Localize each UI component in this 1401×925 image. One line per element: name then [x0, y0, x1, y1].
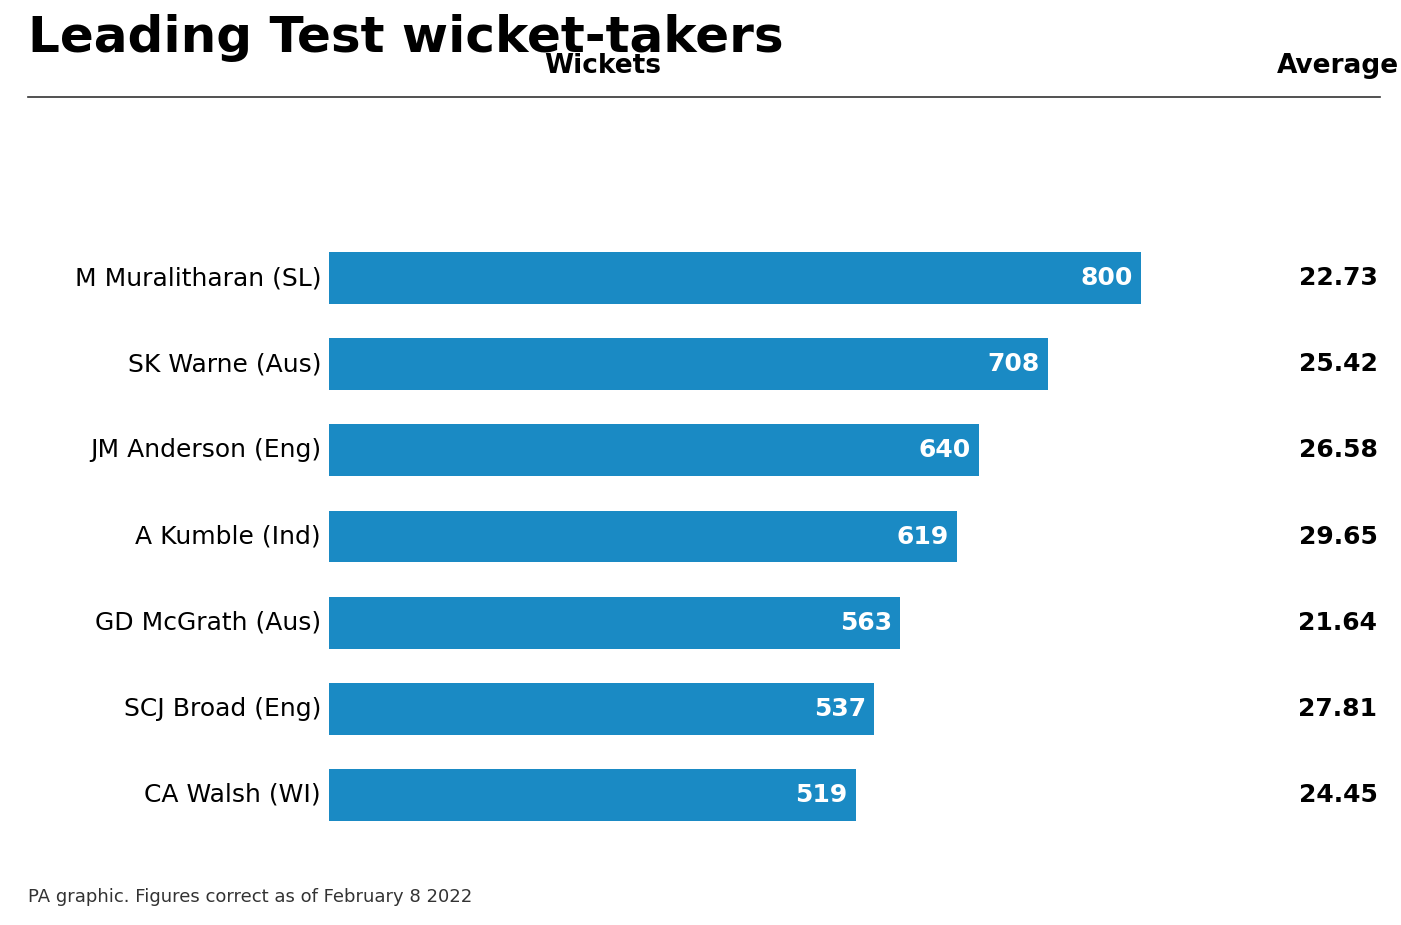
Text: 24.45: 24.45: [1299, 783, 1377, 807]
Text: A Kumble (Ind): A Kumble (Ind): [136, 524, 321, 549]
Bar: [329, 597, 901, 648]
Bar: [329, 425, 978, 476]
Text: 26.58: 26.58: [1299, 438, 1377, 462]
Text: 800: 800: [1080, 266, 1133, 290]
Bar: [329, 683, 874, 734]
Text: SCJ Broad (Eng): SCJ Broad (Eng): [123, 697, 321, 721]
Text: 537: 537: [814, 697, 866, 721]
Text: 519: 519: [796, 783, 848, 807]
Text: 563: 563: [841, 610, 892, 635]
Text: 29.65: 29.65: [1299, 524, 1377, 549]
Bar: [329, 770, 856, 820]
Text: Leading Test wicket-takers: Leading Test wicket-takers: [28, 14, 783, 62]
Text: 619: 619: [897, 524, 948, 549]
Text: 22.73: 22.73: [1299, 266, 1377, 290]
Text: 27.81: 27.81: [1299, 697, 1377, 721]
Text: JM Anderson (Eng): JM Anderson (Eng): [90, 438, 321, 462]
Bar: [329, 253, 1140, 303]
Text: 21.64: 21.64: [1299, 610, 1377, 635]
Text: 640: 640: [918, 438, 971, 462]
Text: Wickets: Wickets: [544, 53, 661, 79]
Bar: [329, 339, 1048, 390]
Text: PA graphic. Figures correct as of February 8 2022: PA graphic. Figures correct as of Februa…: [28, 889, 472, 906]
Text: M Muralitharan (SL): M Muralitharan (SL): [74, 266, 321, 290]
Bar: [329, 511, 957, 562]
Text: 25.42: 25.42: [1299, 352, 1377, 376]
Text: SK Warne (Aus): SK Warne (Aus): [127, 352, 321, 376]
Text: GD McGrath (Aus): GD McGrath (Aus): [95, 610, 321, 635]
Text: Average: Average: [1276, 53, 1400, 79]
Text: CA Walsh (WI): CA Walsh (WI): [144, 783, 321, 807]
Text: 708: 708: [988, 352, 1040, 376]
